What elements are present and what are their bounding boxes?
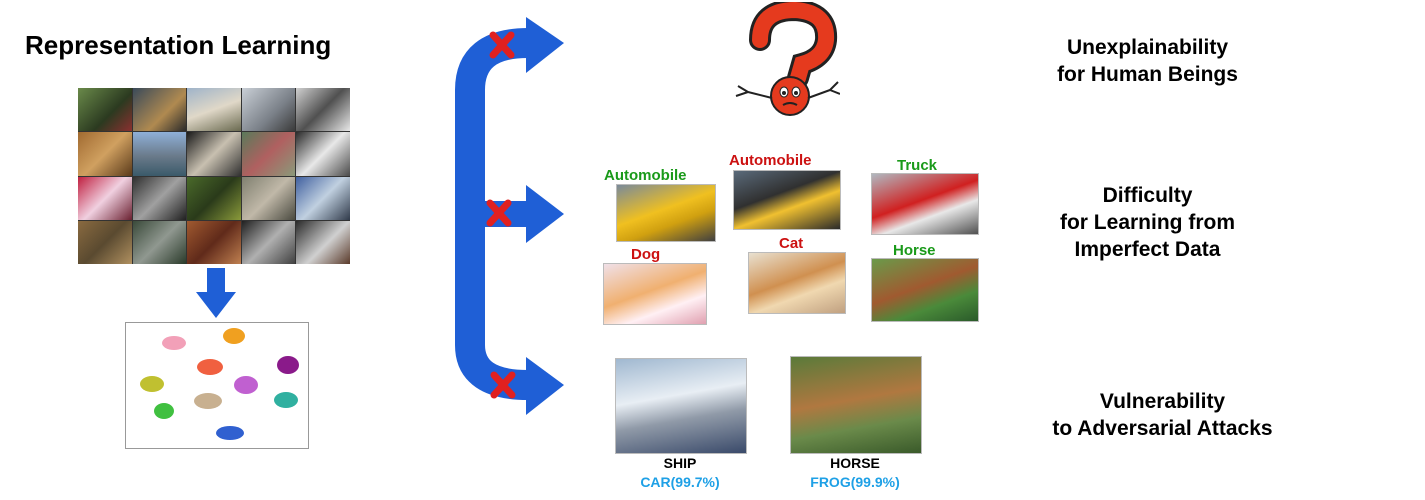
- cluster: [216, 426, 244, 440]
- diagram-title: Representation Learning: [25, 30, 332, 60]
- cluster-scatter: [140, 328, 299, 440]
- running-horse-image: [790, 356, 922, 454]
- noisy-label: Dog: [631, 246, 661, 263]
- arrow-head-bottom: [526, 357, 564, 415]
- cluster: [140, 376, 164, 392]
- question-mark-character-icon: [735, 2, 840, 116]
- sample-image: [78, 176, 132, 220]
- sports-car-image: [616, 184, 716, 242]
- cluster: [234, 376, 258, 394]
- cluster: [277, 356, 299, 374]
- sample-image: [187, 132, 241, 176]
- branch-arrow-icon: [455, 17, 564, 415]
- noisy-label: Cat: [779, 235, 804, 252]
- embedding-scatter-plot: [125, 322, 309, 449]
- issue-difficulty: Difficulty for Learning from Imperfect D…: [1010, 182, 1285, 263]
- adversarial-prediction: CAR(99.7%): [640, 474, 720, 490]
- adversarial-true-label: SHIP: [663, 455, 697, 471]
- sample-image: [132, 88, 187, 132]
- sample-image: [78, 220, 132, 264]
- arrow-head-middle: [526, 185, 564, 243]
- sample-image: [241, 88, 296, 132]
- sample-image: [296, 132, 350, 176]
- cluster: [154, 403, 174, 419]
- grazing-horse-image: [871, 258, 979, 322]
- cluster: [197, 359, 223, 375]
- sample-image: [187, 220, 241, 264]
- pomeranian-image: [748, 252, 846, 314]
- sample-image-grid: [78, 88, 350, 264]
- sample-image: [78, 132, 132, 176]
- sample-image: [132, 220, 187, 264]
- issue-text-line: Unexplainability: [1066, 36, 1229, 59]
- issue-vulnerability: Vulnerability to Adversarial Attacks: [1000, 388, 1325, 442]
- cross-icon: [489, 31, 515, 59]
- sample-image: [187, 176, 241, 220]
- kitten-image: [603, 263, 707, 325]
- sample-image: [132, 132, 187, 176]
- sample-image: [187, 88, 241, 132]
- noisy-label: Automobile: [729, 152, 812, 169]
- sample-image: [132, 176, 187, 220]
- dump-truck-image: [733, 170, 841, 230]
- issue-text-line: to Adversarial Attacks: [1052, 417, 1273, 440]
- sample-image: [78, 88, 132, 132]
- issue-text-line: Difficulty: [1102, 184, 1193, 207]
- noisy-label: Horse: [893, 242, 936, 259]
- arrow-head-top: [526, 17, 564, 73]
- issue-text-line: for Human Beings: [1057, 63, 1238, 86]
- issue-text-line: Imperfect Data: [1074, 238, 1221, 261]
- sample-image: [241, 132, 296, 176]
- sample-image: [296, 88, 350, 132]
- adversarial-prediction: FROG(99.9%): [810, 474, 900, 490]
- adversarial-true-label: HORSE: [830, 455, 880, 471]
- cluster: [194, 393, 222, 409]
- cluster: [274, 392, 298, 408]
- fire-truck-image: [871, 173, 979, 235]
- sample-image: [296, 220, 350, 264]
- cluster: [223, 328, 245, 344]
- sample-image: [241, 176, 296, 220]
- issue-text-line: Vulnerability: [1099, 390, 1226, 413]
- noisy-label: Truck: [897, 157, 938, 174]
- down-arrow-icon: [196, 268, 236, 318]
- sample-image: [296, 176, 350, 220]
- noisy-label: Automobile: [604, 167, 687, 184]
- cross-icon: [486, 199, 512, 227]
- cross-icon: [490, 371, 516, 399]
- sample-image: [241, 220, 296, 264]
- issue-unexplainability: Unexplainability for Human Beings: [1010, 34, 1285, 88]
- issue-text-line: for Learning from: [1059, 211, 1235, 234]
- cruise-ship-image: [615, 358, 747, 454]
- cluster: [162, 336, 186, 350]
